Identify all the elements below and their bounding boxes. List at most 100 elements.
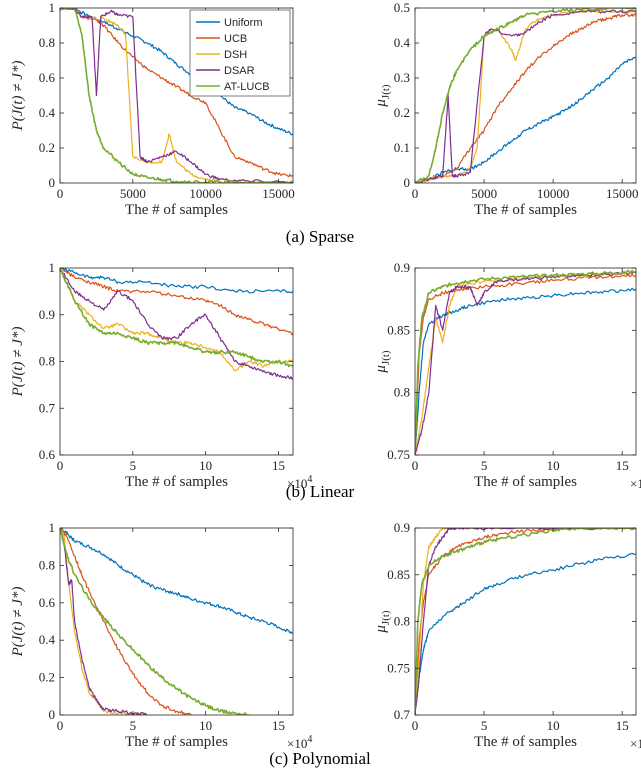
y-tick-label: 0.8 (39, 35, 55, 50)
y-tick-label: 0.2 (394, 105, 410, 120)
x-axis-label: The # of samples (125, 202, 228, 218)
x-tick-label: 10000 (537, 186, 570, 201)
series-line-uniform (415, 552, 636, 715)
series-line-ucb (60, 268, 293, 336)
y-tick-label: 0.9 (39, 307, 55, 322)
x-axis-label: The # of samples (125, 474, 228, 490)
x-tick-label: 10000 (189, 186, 222, 201)
x-axis-label: The # of samples (474, 202, 577, 218)
series-line-uniform (60, 8, 293, 136)
x-tick-label: 15 (272, 718, 285, 733)
x-tick-label: 0 (412, 718, 419, 733)
legend-label-uniform: Uniform (224, 17, 263, 29)
y-tick-label: 0.5 (394, 0, 410, 15)
series-line-at-lucb (415, 269, 636, 455)
series-line-dsh (60, 528, 148, 715)
caption-polynomial: (c) Polynomial (269, 749, 371, 768)
x-tick-label: 0 (412, 186, 419, 201)
y-tick-label: 0.4 (39, 105, 56, 120)
series-line-dsar (415, 271, 636, 455)
x-tick-label: 15 (616, 718, 629, 733)
x-tick-label: 15 (272, 458, 285, 473)
y-tick-label: 0.9 (394, 260, 410, 275)
x-tick-label: 10 (199, 458, 212, 473)
legend-label-dsh: DSH (224, 49, 247, 61)
x-tick-label: 5000 (471, 186, 497, 201)
x-tick-label: 15000 (262, 186, 295, 201)
y-tick-label: 1 (49, 520, 56, 535)
axes-box (414, 267, 637, 456)
y-tick-label: 0.2 (39, 670, 55, 685)
series-line-uniform (415, 287, 636, 455)
y-tick-label: 0.7 (39, 400, 56, 415)
series-line-dsar (60, 528, 148, 715)
axes-box (59, 527, 294, 716)
series-line-dsar (60, 268, 293, 380)
x-tick-label: 5000 (120, 186, 146, 201)
x-axis-label: The # of samples (125, 734, 228, 750)
y-tick-label: 0.8 (39, 354, 55, 369)
caption-sparse: (a) Sparse (286, 227, 354, 246)
y-tick-label: 0.85 (387, 567, 410, 582)
x-axis-label: The # of samples (474, 474, 577, 490)
x-tick-label: 10 (199, 718, 212, 733)
panel-sparse-error: 0 5000 10000 15000 0 0.2 0.4 0.6 0.8 1 The # of sa… (10, 0, 295, 218)
x-multiplier: ×104 (630, 474, 641, 491)
y-tick-label: 0.2 (39, 140, 55, 155)
y-tick-label: 0.3 (394, 70, 410, 85)
y-axis-label: μJ(t) (373, 610, 392, 634)
series-line-uniform (60, 268, 293, 294)
y-tick-label: 0.6 (39, 595, 56, 610)
y-axis-label: P(J(t) ≠ J*) (10, 587, 26, 658)
x-tick-label: 5 (130, 718, 137, 733)
y-tick-label: 0.9 (394, 520, 410, 535)
y-tick-label: 1 (49, 0, 56, 15)
y-tick-label: 0.8 (394, 385, 410, 400)
y-tick-label: 1 (49, 260, 56, 275)
series-line-at-lucb (415, 8, 636, 183)
series-line-at-lucb (60, 268, 293, 368)
y-tick-label: 0.4 (39, 632, 56, 647)
y-tick-label: 0 (404, 175, 411, 190)
y-tick-label: 0 (49, 707, 56, 722)
x-tick-label: 10 (547, 718, 560, 733)
x-tick-label: 15000 (606, 186, 639, 201)
x-tick-label: 0 (57, 458, 64, 473)
y-tick-label: 0.75 (387, 660, 410, 675)
series-line-ucb (60, 528, 192, 715)
x-tick-label: 10 (547, 458, 560, 473)
y-tick-label: 0.7 (394, 707, 411, 722)
y-tick-label: 0.6 (39, 447, 56, 462)
series-line-at-lucb (60, 528, 250, 715)
legend-label-dsar: DSAR (224, 65, 255, 77)
x-tick-label: 15 (616, 458, 629, 473)
x-tick-label: 5 (130, 458, 137, 473)
x-tick-label: 0 (412, 458, 419, 473)
x-multiplier: ×104 (630, 734, 641, 751)
x-multiplier: ×104 (287, 734, 312, 751)
series-group (60, 8, 293, 183)
legend: Uniform UCB DSH DSAR AT-LUCB (189, 9, 291, 97)
series-line-uniform (60, 528, 293, 634)
x-multiplier: ×104 (287, 474, 312, 491)
x-tick-label: 0 (57, 718, 64, 733)
y-axis-label: μJ(t) (373, 350, 392, 374)
y-axis-label: P(J(t) ≠ J*) (10, 327, 26, 398)
y-tick-label: 0.85 (387, 322, 410, 337)
legend-label-ucb: UCB (224, 33, 247, 45)
y-tick-label: 0 (49, 175, 56, 190)
y-tick-label: 0.8 (394, 614, 410, 629)
y-tick-label: 0.8 (39, 557, 55, 572)
legend-label-at-lucb: AT-LUCB (224, 81, 270, 93)
series-group (415, 269, 636, 455)
series-group (415, 8, 636, 183)
y-tick-label: 0.1 (394, 140, 410, 155)
y-tick-label: 0.6 (39, 70, 56, 85)
legend-box (189, 9, 291, 97)
panel-polynomial-error: 0 5 10 15 0 0.2 0.4 0.6 0.8 1 The # of samples ×104… (10, 520, 312, 751)
y-tick-label: 0.75 (387, 447, 410, 462)
panel-linear-mu: 0 5 10 15 0.75 0.8 0.85 0.9 The # of samples ×104… (373, 260, 641, 491)
series-group (60, 528, 293, 715)
